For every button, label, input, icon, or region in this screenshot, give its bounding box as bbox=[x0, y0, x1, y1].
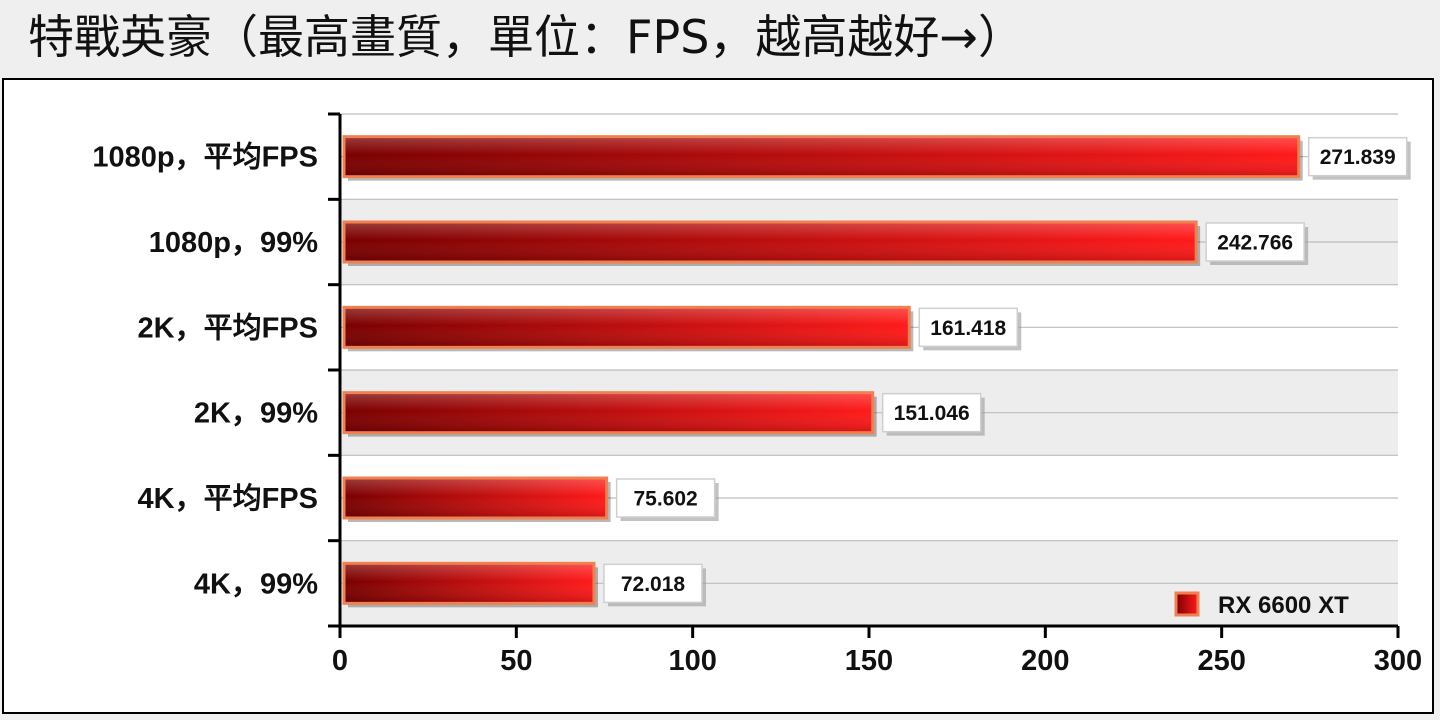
data-label: 72.018 bbox=[621, 573, 686, 596]
legend-swatch bbox=[1174, 591, 1200, 617]
x-tick-label: 50 bbox=[500, 645, 532, 677]
bar-shine bbox=[345, 223, 1195, 261]
data-label-box bbox=[1307, 136, 1408, 177]
category-label: 2K，99% bbox=[194, 398, 318, 430]
bar-shine bbox=[345, 394, 872, 432]
bar-shine bbox=[345, 479, 606, 517]
title-bar: 特戰英豪（最高畫質，單位：FPS，越高越好→） bbox=[0, 0, 1440, 76]
legend-label: RX 6600 XT bbox=[1218, 592, 1349, 619]
bar-shine bbox=[345, 308, 908, 346]
data-label-box bbox=[603, 563, 703, 604]
category-label: 1080p，平均FPS bbox=[92, 141, 318, 174]
chart-frame: 271.839 1080p，平均FPS 242.766 1080p，99% 161.41… bbox=[2, 78, 1434, 714]
data-label: 242.766 bbox=[1217, 232, 1293, 255]
category-label: 4K，平均FPS bbox=[138, 482, 318, 515]
category-label: 2K，平均FPS bbox=[138, 311, 318, 344]
data-label-box bbox=[918, 307, 1019, 348]
data-label: 151.046 bbox=[894, 402, 970, 425]
category-label: 4K，99% bbox=[194, 568, 318, 600]
bar-shine bbox=[345, 138, 1298, 176]
x-tick-label: 250 bbox=[1197, 645, 1245, 677]
x-tick-label: 150 bbox=[845, 645, 893, 677]
x-tick-label: 0 bbox=[332, 645, 348, 677]
category-label: 1080p，99% bbox=[149, 227, 318, 259]
data-label: 271.839 bbox=[1320, 146, 1396, 169]
data-label-box bbox=[615, 478, 716, 518]
bar-chart: 271.839 1080p，平均FPS 242.766 1080p，99% 161.41… bbox=[92, 112, 1422, 677]
chart-title: 特戰英豪（最高畫質，單位：FPS，越高越好→） bbox=[28, 10, 1024, 64]
bar-shine bbox=[345, 564, 593, 602]
x-tick-label: 300 bbox=[1374, 645, 1422, 677]
x-tick-label: 100 bbox=[668, 645, 716, 677]
data-label: 75.602 bbox=[634, 488, 698, 511]
x-tick-label: 200 bbox=[1021, 645, 1069, 677]
data-label-box bbox=[881, 392, 982, 433]
data-label-box bbox=[1205, 222, 1305, 262]
data-label: 161.418 bbox=[930, 317, 1006, 340]
